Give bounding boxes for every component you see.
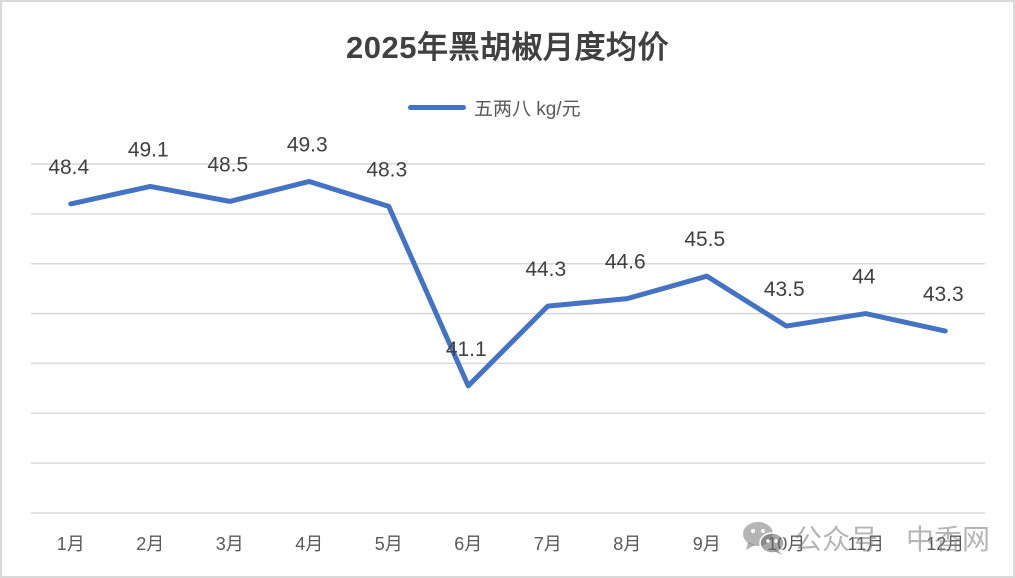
x-axis-label: 3月 (216, 534, 244, 554)
chart-title: 2025年黑胡椒月度均价 (346, 30, 669, 65)
data-label: 44.3 (525, 258, 566, 281)
x-axis-label: 2月 (136, 534, 164, 554)
data-label: 44.6 (605, 251, 646, 274)
x-axis-label: 6月 (454, 534, 482, 554)
x-axis-label: 7月 (534, 534, 562, 554)
series-line (68, 178, 948, 389)
data-label: 43.5 (764, 278, 805, 301)
data-label: 44 (852, 266, 876, 289)
chart-legend: 五两八 kg/元 (408, 94, 581, 121)
data-label: 41.1 (446, 338, 487, 361)
wechat-icon (743, 522, 785, 555)
data-label: 48.3 (366, 158, 407, 181)
x-axis-label: 11月 (847, 534, 884, 554)
x-axis-label: 12月 (926, 534, 964, 554)
legend-line-swatch (408, 105, 466, 110)
watermark-source: 公众号 (794, 524, 879, 555)
watermark: 公众号 中香网 (742, 518, 990, 558)
gridlines (31, 163, 985, 514)
x-axis-label: 9月 (693, 534, 721, 554)
x-axis-label: 5月 (375, 534, 403, 554)
data-label: 49.3 (287, 133, 328, 156)
x-axis-label: 1月 (57, 534, 85, 554)
x-axis-label: 8月 (613, 534, 641, 554)
data-label: 48.5 (207, 153, 248, 176)
legend-label: 五两八 kg/元 (474, 99, 581, 120)
data-label: 49.1 (128, 138, 169, 161)
data-label: 45.5 (684, 228, 725, 251)
data-labels: 48.4 49.1 48.5 49.3 48.3 41.1 44.3 44.6 45.5 43.5… (48, 133, 963, 360)
data-label: 48.4 (48, 156, 89, 179)
watermark-name: 中香网 (906, 524, 991, 555)
x-axis-label: 4月 (295, 534, 323, 554)
data-label: 43.3 (923, 283, 964, 306)
